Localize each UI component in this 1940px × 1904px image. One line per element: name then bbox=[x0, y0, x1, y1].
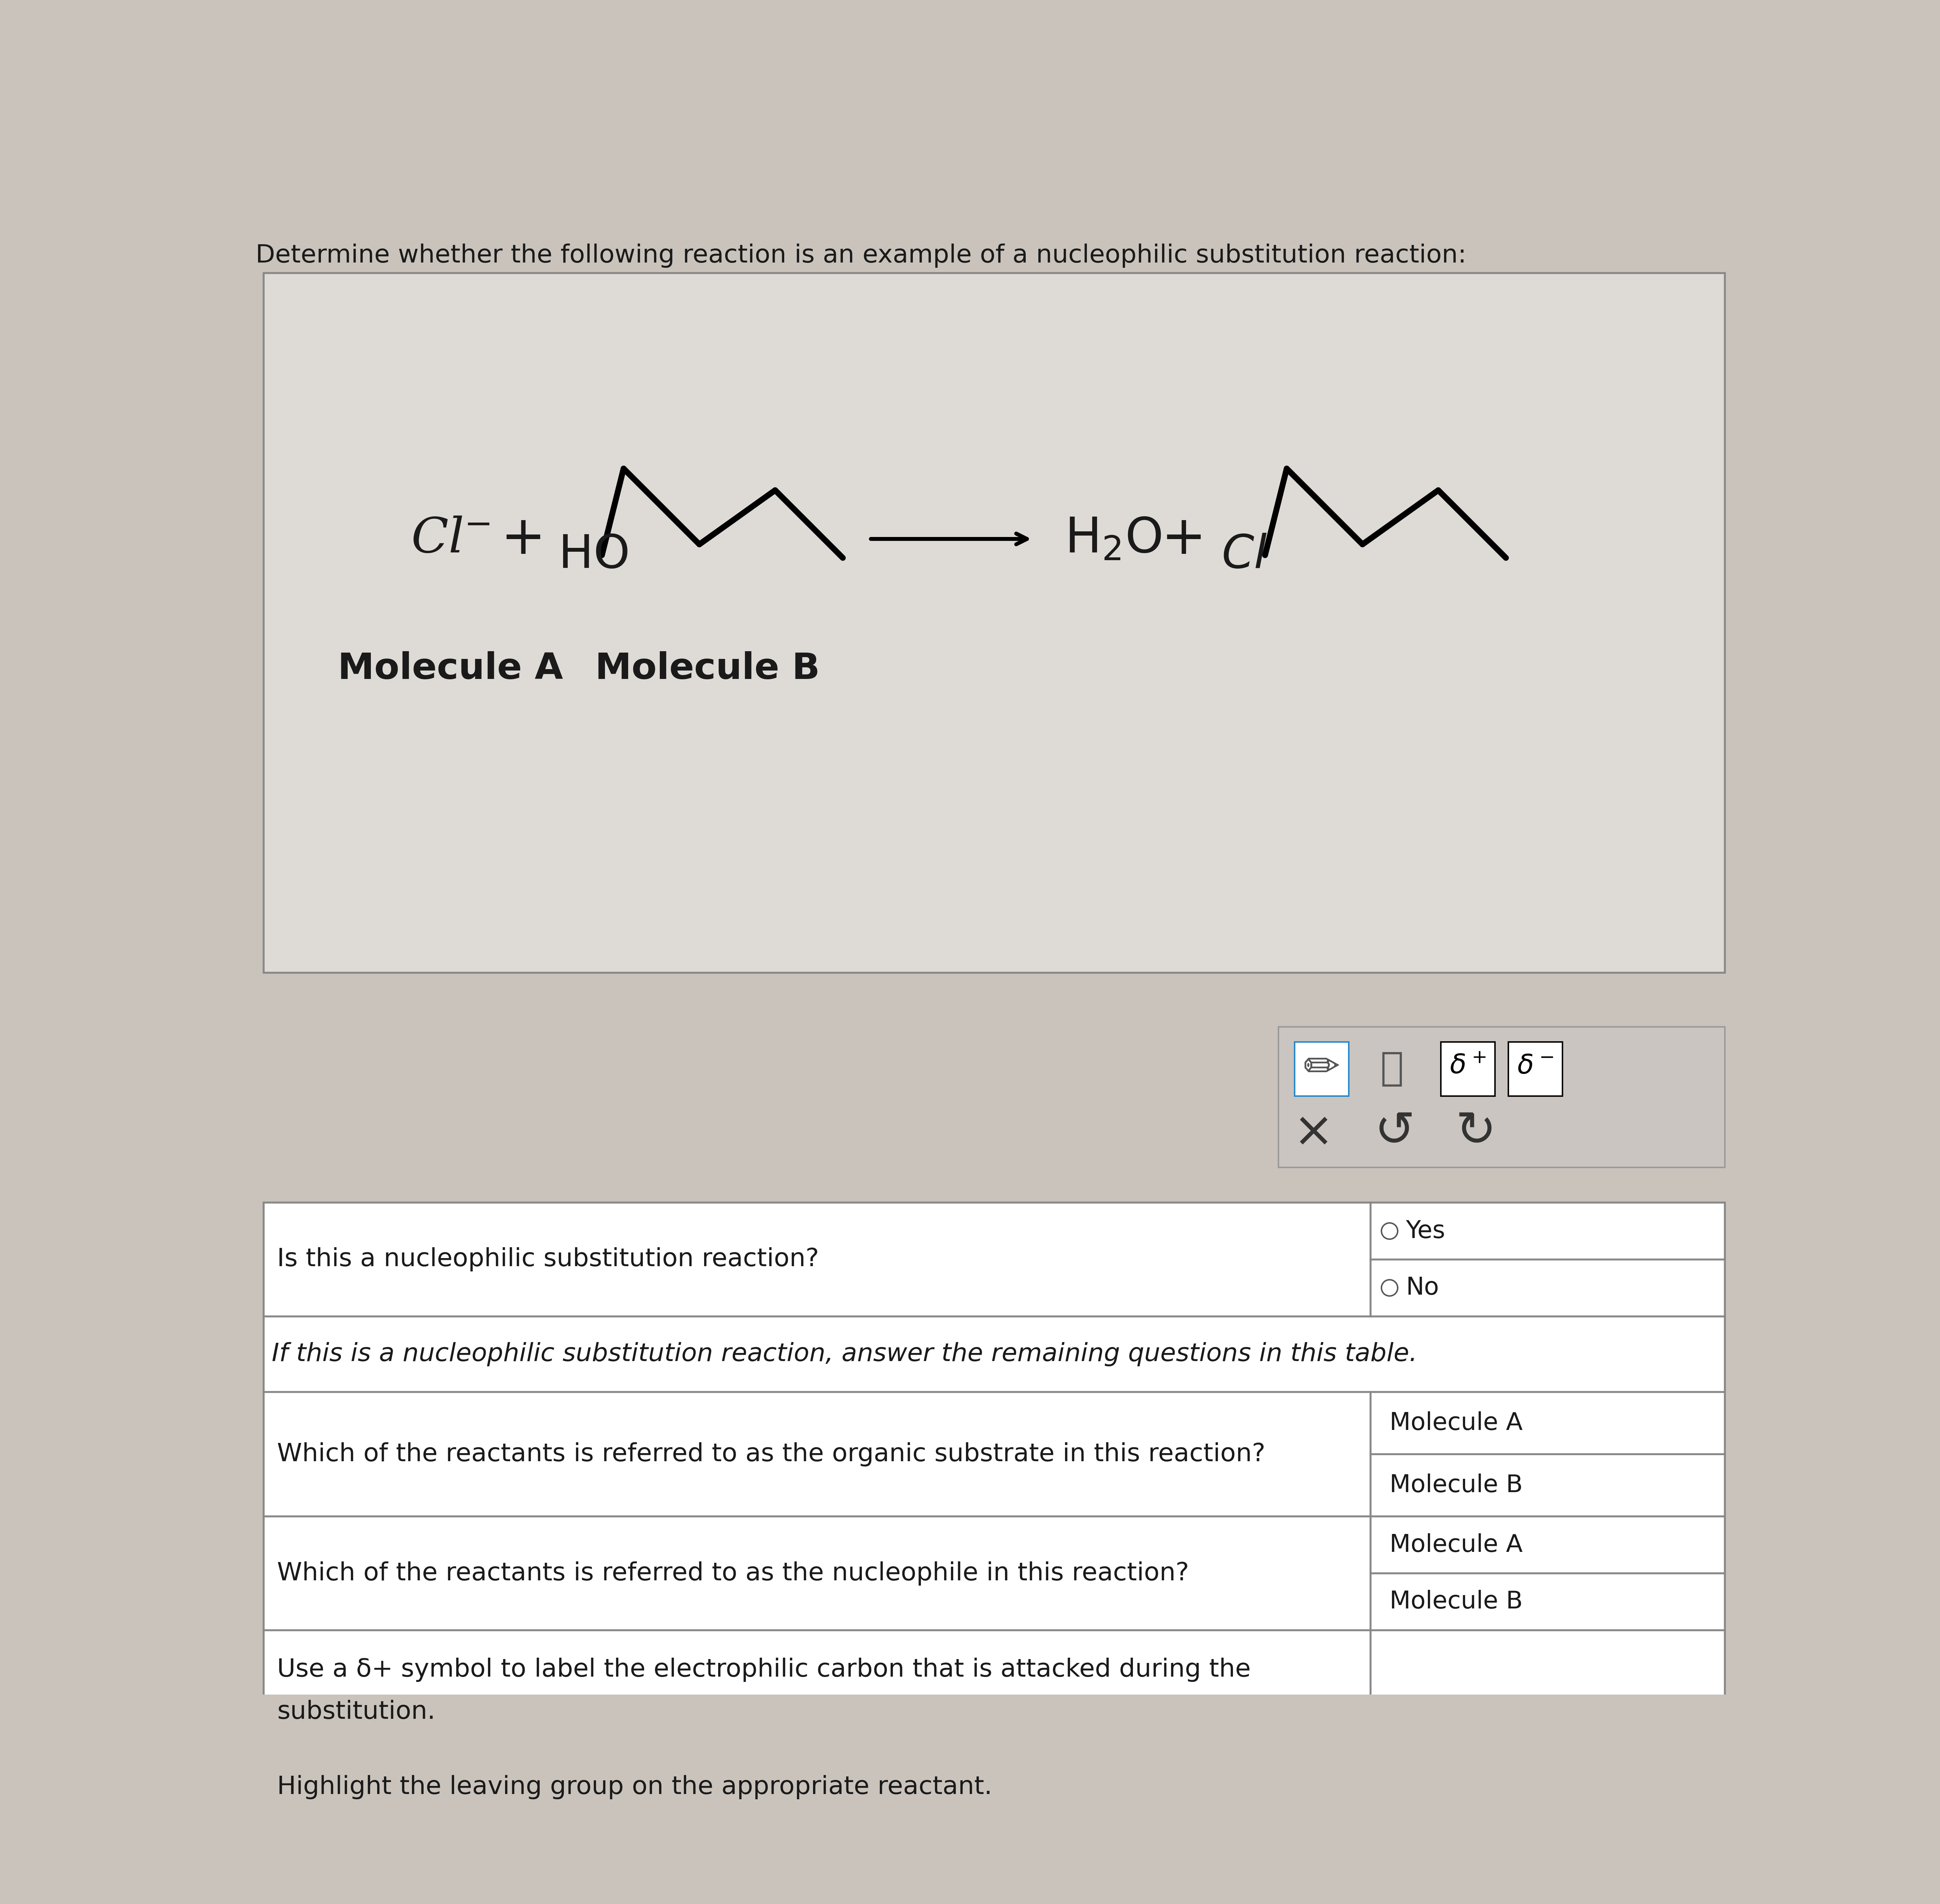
Text: Molecule B: Molecule B bbox=[596, 651, 821, 687]
Text: Molecule B: Molecule B bbox=[1389, 1474, 1523, 1497]
Text: $\delta^-$: $\delta^-$ bbox=[1517, 1053, 1554, 1080]
Text: ×: × bbox=[1459, 1902, 1504, 1904]
Text: No: No bbox=[1407, 1276, 1439, 1300]
Text: +: + bbox=[501, 512, 545, 565]
Text: Which of the reactants is referred to as the nucleophile in this reaction?: Which of the reactants is referred to as… bbox=[277, 1561, 1189, 1586]
Bar bbox=[1441, 1041, 1496, 1097]
Text: +: + bbox=[1162, 512, 1207, 565]
Text: Use a δ+ symbol to label the electrophilic carbon that is attacked during the: Use a δ+ symbol to label the electrophil… bbox=[277, 1658, 1251, 1681]
Text: Highlight the leaving group on the appropriate reactant.: Highlight the leaving group on the appro… bbox=[277, 1775, 993, 1799]
Bar bbox=[264, 1203, 1725, 1830]
Text: HO: HO bbox=[559, 533, 631, 577]
Text: Cl: Cl bbox=[1222, 533, 1267, 577]
Text: If this is a nucleophilic substitution reaction, answer the remaining questions : If this is a nucleophilic substitution r… bbox=[272, 1342, 1418, 1367]
Text: Which of the reactants is referred to as the organic substrate in this reaction?: Which of the reactants is referred to as… bbox=[277, 1441, 1265, 1466]
Text: ↺: ↺ bbox=[1374, 1108, 1414, 1156]
Text: Molecule A: Molecule A bbox=[338, 651, 563, 687]
Text: 🧹: 🧹 bbox=[1379, 1051, 1405, 1087]
Text: ×: × bbox=[1294, 1108, 1335, 1156]
Text: Determine whether the following reaction is an example of a nucleophilic substit: Determine whether the following reaction… bbox=[256, 244, 1467, 268]
Text: ↻: ↻ bbox=[1455, 1108, 1496, 1156]
Text: Molecule B: Molecule B bbox=[1389, 1590, 1523, 1613]
Bar bbox=[264, 272, 1725, 973]
Bar bbox=[1428, 1885, 1725, 1904]
Text: ✏: ✏ bbox=[1304, 1047, 1341, 1091]
Text: substitution.: substitution. bbox=[277, 1700, 435, 1725]
Text: Molecule A: Molecule A bbox=[1389, 1533, 1523, 1557]
Text: $\delta^+$: $\delta^+$ bbox=[1449, 1053, 1486, 1080]
Text: Yes: Yes bbox=[1407, 1219, 1445, 1243]
Text: Cl$\mathregular{^{-}}$: Cl$\mathregular{^{-}}$ bbox=[411, 516, 491, 562]
Text: H$_2$O: H$_2$O bbox=[1065, 516, 1162, 564]
Text: ↺: ↺ bbox=[1554, 1902, 1599, 1904]
Text: Molecule A: Molecule A bbox=[1389, 1411, 1523, 1436]
Bar bbox=[1294, 1041, 1348, 1097]
Bar bbox=[1278, 1026, 1725, 1167]
Bar bbox=[1509, 1041, 1562, 1097]
Text: Is this a nucleophilic substitution reaction?: Is this a nucleophilic substitution reac… bbox=[277, 1247, 819, 1272]
